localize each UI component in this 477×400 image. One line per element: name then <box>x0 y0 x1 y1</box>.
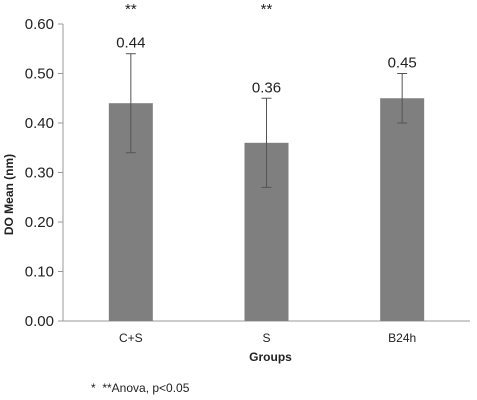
value-labels: 0.44 0.36 0.45 <box>116 35 417 97</box>
significance-marks: ** ** <box>125 1 273 18</box>
bar <box>380 98 425 321</box>
y-tick-label: 0.60 <box>25 16 54 33</box>
data-label: 0.36 <box>252 79 281 96</box>
x-tick-label: B24h <box>388 331 416 345</box>
error-bars <box>125 53 408 188</box>
y-tick-label: 0.00 <box>25 313 54 330</box>
x-axis-title: Groups <box>249 350 292 364</box>
y-axis-ticks: 0.00 0.10 0.20 0.30 0.40 0.50 0.60 <box>25 16 63 330</box>
y-tick-label: 0.30 <box>25 165 54 182</box>
x-tick-label: S <box>262 331 270 345</box>
x-tick-label: C+S <box>119 331 143 345</box>
y-tick-label: 0.10 <box>25 264 54 281</box>
data-label: 0.45 <box>388 55 417 72</box>
y-axis-title: DO Mean (nm) <box>2 154 16 235</box>
y-tick-label: 0.50 <box>25 66 54 83</box>
footnote: * **Anova, p<0.05 <box>91 381 190 395</box>
y-tick-label: 0.40 <box>25 115 54 132</box>
y-tick-label: 0.20 <box>25 214 54 231</box>
data-label: 0.44 <box>116 35 145 52</box>
significance-mark: ** <box>261 1 273 18</box>
significance-mark: ** <box>125 1 137 18</box>
x-axis-category-labels: C+S S B24h <box>119 331 416 345</box>
